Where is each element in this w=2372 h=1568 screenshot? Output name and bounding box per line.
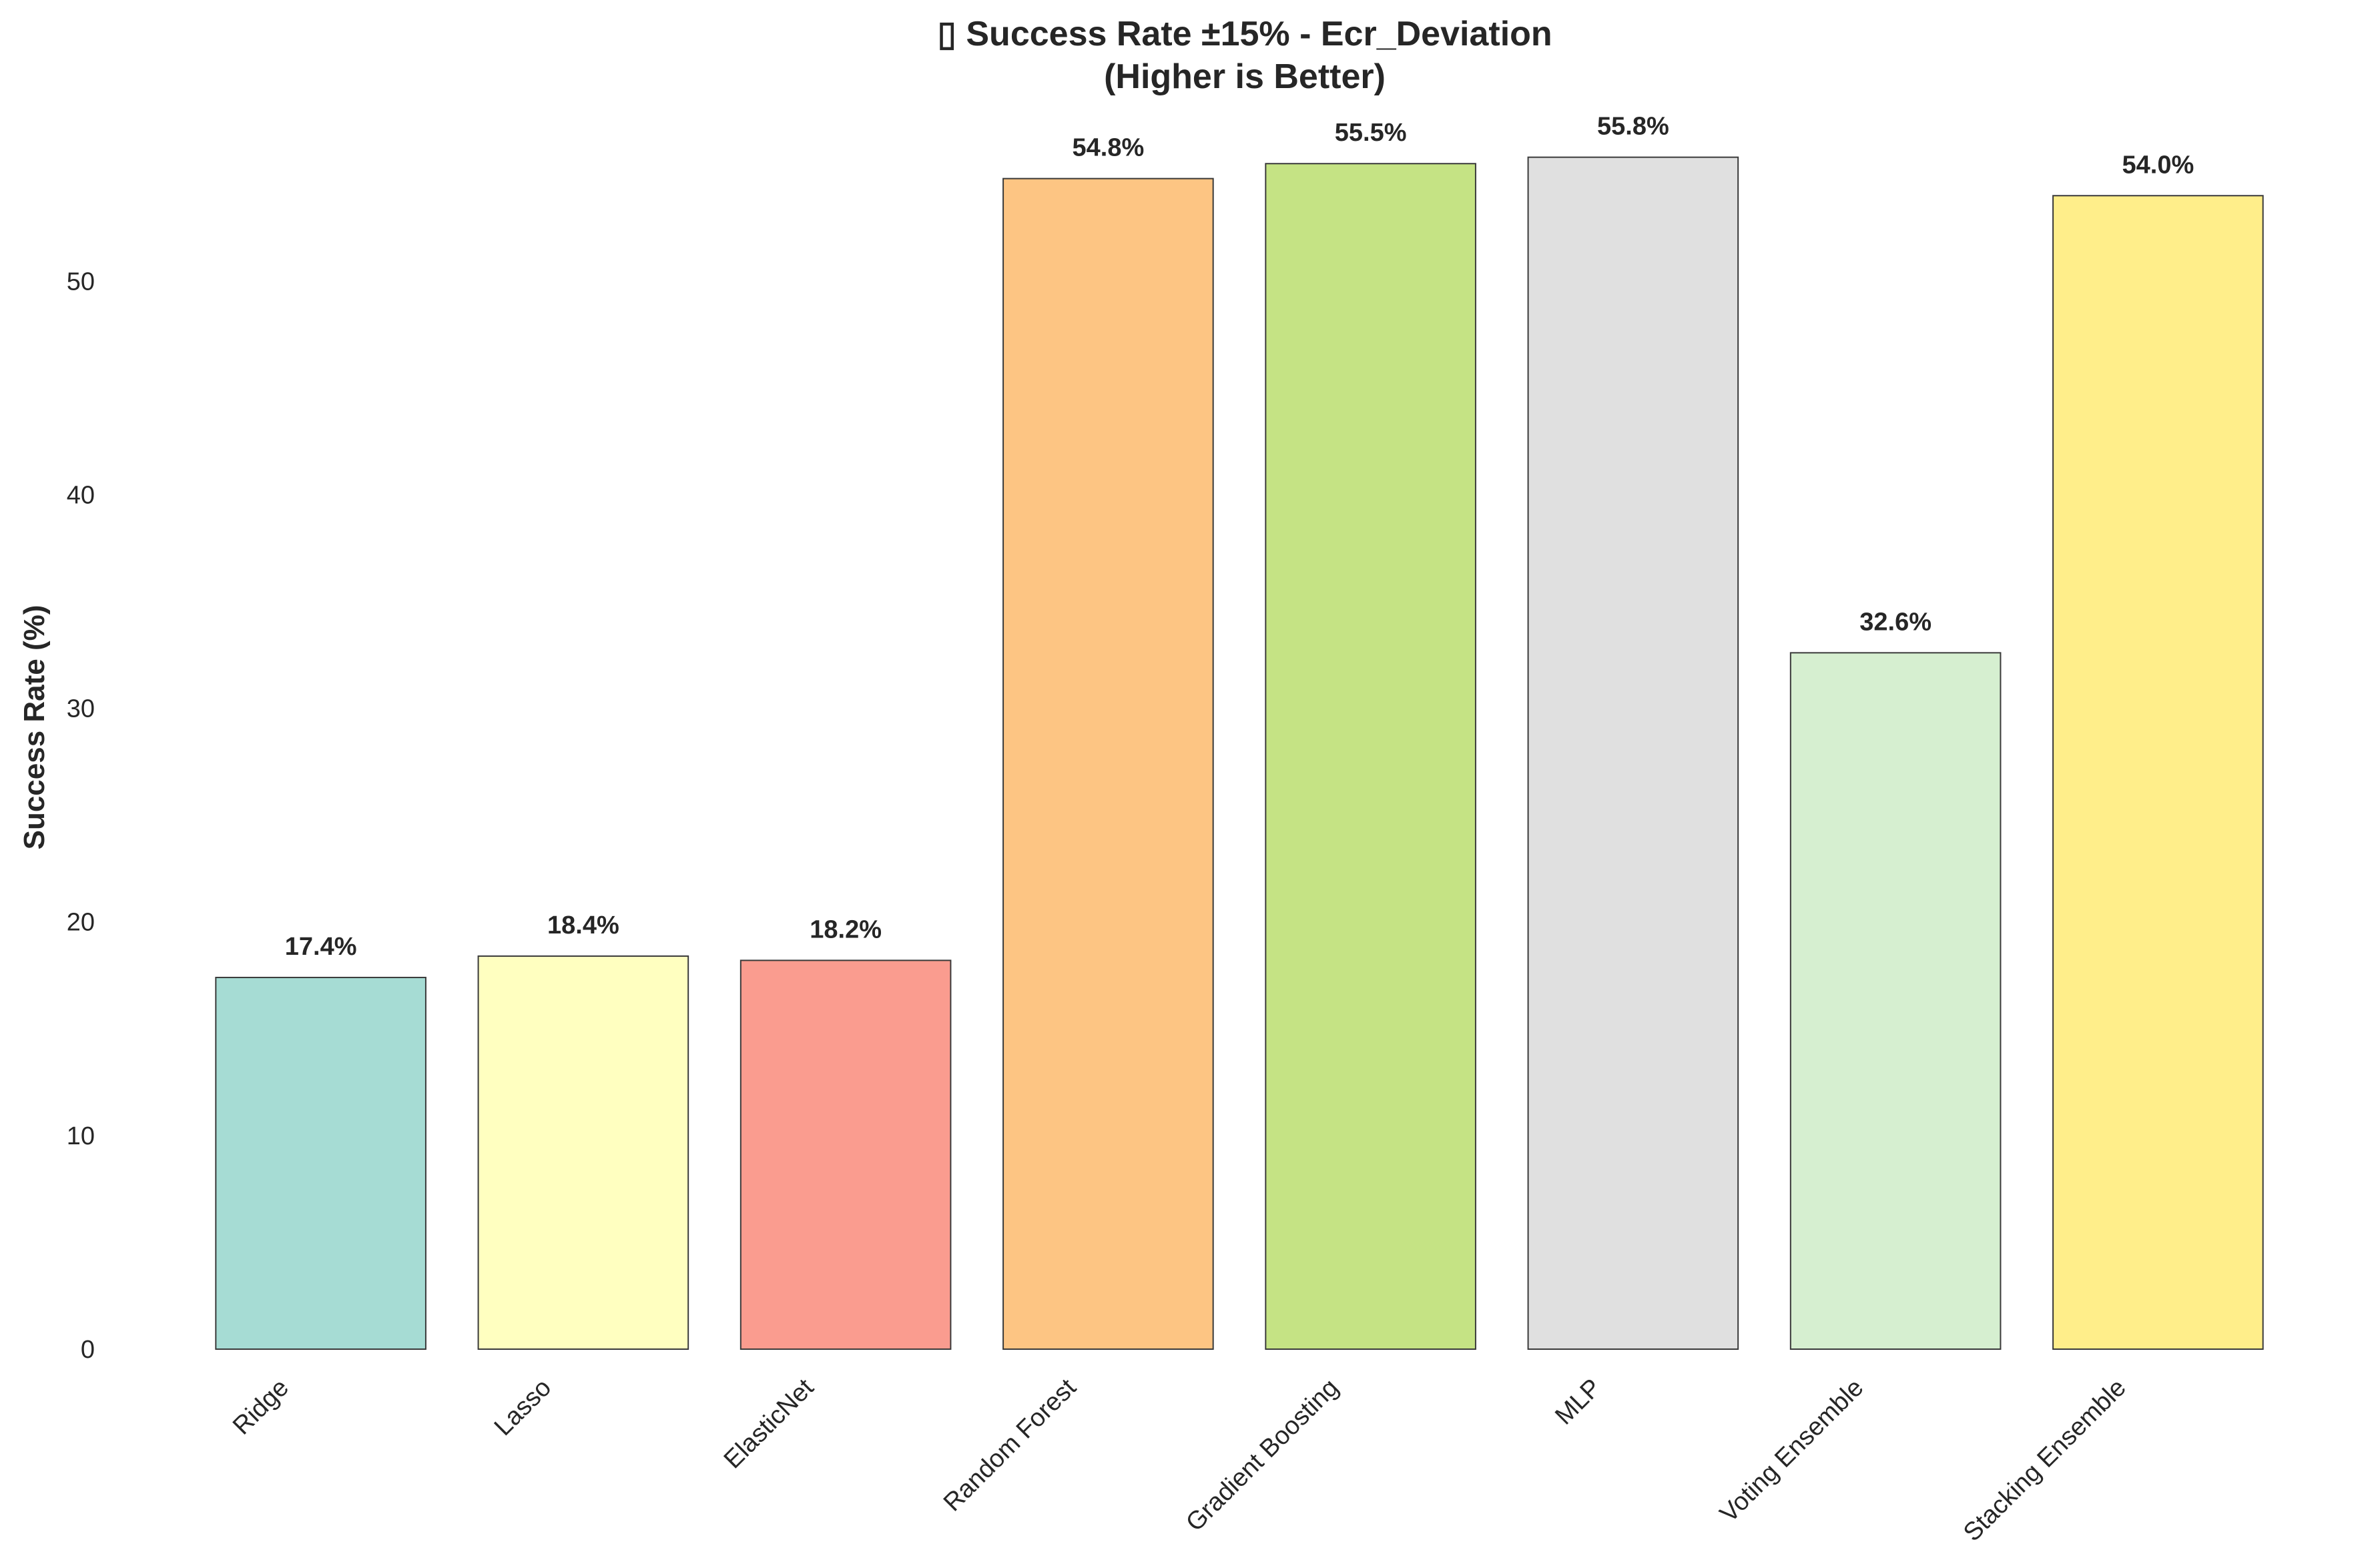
chart-title: ▯ Success Rate ±15% - Ecr_Deviation (937, 15, 1552, 53)
bar-lasso (477, 955, 689, 1350)
bar-value-label: 32.6% (1859, 608, 1932, 636)
bar-random-forest (1002, 177, 1214, 1350)
x-axis-ticks: Ridge Lasso ElasticNet Random Forest Gradien… (228, 1373, 2132, 1547)
y-axis-ticks: 0 10 20 30 40 50 (67, 268, 95, 1364)
x-tick-label: Lasso (489, 1374, 557, 1441)
x-tick-label: MLP (1550, 1374, 1606, 1431)
bar-value-label: 18.4% (547, 911, 619, 939)
value-labels-group: 17.4% 18.4% 18.2% 54.8% 55.5% 55.8% 32.6% 54.0% (285, 113, 2194, 961)
y-tick-label: 0 (81, 1336, 95, 1364)
bar-value-label: 55.8% (1597, 113, 1669, 141)
bar-ridge (215, 976, 426, 1350)
bar-elasticnet (739, 959, 952, 1350)
y-tick-label: 40 (67, 481, 95, 509)
x-tick-label: ElasticNet (719, 1373, 820, 1474)
y-tick-label: 30 (67, 695, 95, 723)
bar-mlp (1527, 156, 1739, 1350)
chart-subtitle: (Higher is Better) (1104, 57, 1386, 96)
x-tick-label: Voting Ensemble (1715, 1374, 1869, 1528)
y-tick-label: 10 (67, 1122, 95, 1150)
y-tick-label: 20 (67, 909, 95, 937)
bar-value-label: 17.4% (285, 933, 357, 961)
x-tick-label: Stacking Ensemble (1958, 1374, 2132, 1547)
bar-value-label: 18.2% (810, 915, 882, 943)
bar-value-label: 54.8% (1073, 134, 1145, 162)
bar-value-label: 54.0% (2122, 151, 2194, 179)
bar-stacking-ensemble (2052, 195, 2264, 1350)
y-tick-label: 50 (67, 268, 95, 296)
x-tick-label: Gradient Boosting (1181, 1374, 1344, 1537)
bar-gradient-boosting (1265, 163, 1476, 1350)
bars-group (215, 156, 2264, 1350)
x-tick-label: Ridge (228, 1374, 294, 1441)
x-tick-label: Random Forest (938, 1373, 1082, 1517)
bar-voting-ensemble (1789, 652, 2002, 1350)
bar-value-label: 55.5% (1335, 119, 1407, 147)
y-axis-label: Success Rate (%) (18, 605, 51, 850)
